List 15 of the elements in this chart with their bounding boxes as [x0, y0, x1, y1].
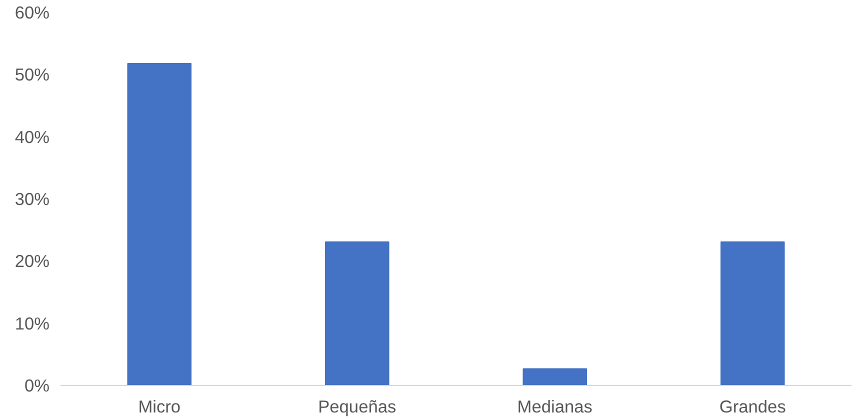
x-tick-label: Micro	[138, 396, 181, 416]
bar	[324, 241, 390, 386]
y-tick-label: 0%	[24, 376, 50, 396]
x-tick-label: Medianas	[517, 396, 593, 416]
y-tick-label: 30%	[14, 189, 50, 209]
y-tick-label: 20%	[14, 251, 50, 272]
bar	[720, 241, 785, 386]
x-tick-label: Pequeñas	[318, 396, 396, 416]
y-tick-label: 10%	[14, 313, 50, 334]
y-tick-label: 50%	[14, 64, 50, 85]
y-tick-label: 60%	[14, 2, 50, 22]
bar	[127, 62, 192, 386]
x-tick-label: Grandes	[719, 396, 786, 416]
bar	[522, 368, 588, 386]
y-tick-label: 40%	[14, 126, 50, 147]
